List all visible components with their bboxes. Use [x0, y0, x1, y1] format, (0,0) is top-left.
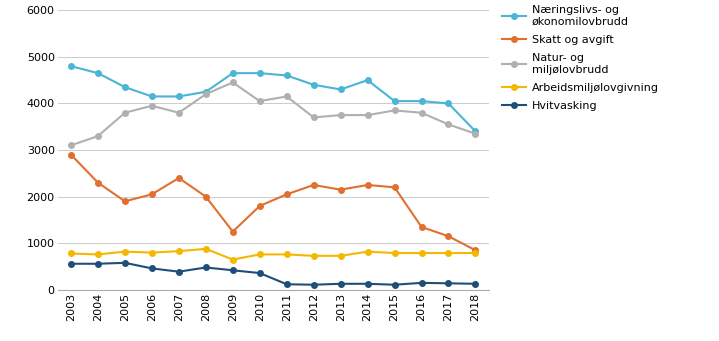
Legend: Næringslivs- og
økonomilovbrudd, Skatt og avgift, Natur- og
miljølovbrudd, Arbei: Næringslivs- og økonomilovbrudd, Skatt o…: [502, 5, 659, 111]
